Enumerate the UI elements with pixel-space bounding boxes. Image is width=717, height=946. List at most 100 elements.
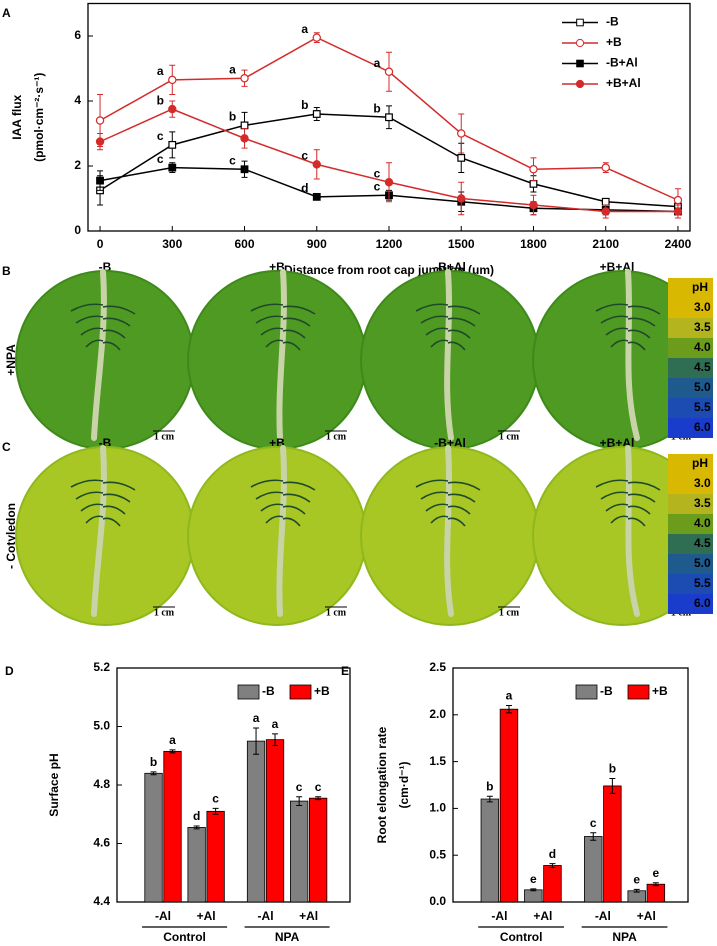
- error-bar: [652, 882, 659, 887]
- root: [444, 269, 454, 441]
- colorbar-title: pH: [692, 280, 708, 294]
- colorbar-label: 5.0: [694, 556, 711, 570]
- error-bar: [296, 796, 303, 806]
- error-bar: [549, 863, 556, 868]
- marker: [601, 197, 610, 206]
- legend-item: -B+Al: [562, 56, 638, 70]
- error-bar: [150, 771, 157, 776]
- y-tick-label: 0: [74, 223, 81, 237]
- significance-letter: c: [157, 152, 164, 166]
- colorbar-block: [668, 534, 713, 554]
- colorbar-label: 4.5: [694, 536, 711, 550]
- colorbar-label: 6.0: [694, 420, 711, 434]
- lateral-root: [255, 315, 311, 327]
- y-tick-label: 5.2: [93, 660, 110, 674]
- significance-letter: c: [374, 179, 381, 193]
- y-tick-label: 0.0: [429, 894, 446, 908]
- lateral-root: [260, 327, 306, 339]
- marker: [384, 67, 394, 76]
- legend-label: -B: [600, 684, 613, 698]
- marker: [529, 165, 538, 174]
- error-bar: [633, 888, 640, 893]
- x-tick-label: 900: [307, 237, 327, 251]
- y-tick-label: 2: [74, 158, 81, 172]
- lateral-root: [80, 327, 126, 339]
- colorbar-block: [668, 318, 713, 338]
- x-tick-label: -Al: [258, 909, 274, 923]
- legend-label: +B+Al: [606, 76, 641, 90]
- bar: [246, 740, 266, 903]
- colorbar-block: [668, 338, 713, 358]
- colorbar-label: 3.0: [694, 476, 711, 490]
- y-tick-label: 0.5: [429, 847, 446, 861]
- marker: [529, 179, 538, 188]
- y-tick-label: 1.5: [429, 754, 446, 768]
- significance-letter: c: [374, 166, 381, 180]
- significance-letter: b: [229, 110, 236, 124]
- error-bar: [253, 727, 260, 755]
- colorbar-block: [668, 594, 713, 614]
- colorbar-block: [668, 494, 713, 514]
- scale-bar-label: 1 cm: [326, 607, 347, 618]
- colorbar-label: 4.0: [694, 340, 711, 354]
- lateral-root: [265, 515, 301, 527]
- legend-swatch: [237, 684, 260, 700]
- significance-letter: b: [486, 779, 493, 793]
- lateral-root: [430, 515, 466, 527]
- y-tick-label: 4.8: [93, 777, 110, 791]
- significance-letter: d: [193, 809, 200, 823]
- lateral-root: [605, 503, 651, 515]
- colorbar-block: [668, 418, 713, 438]
- x-tick-label: 300: [162, 237, 182, 251]
- lateral-root: [595, 303, 661, 315]
- legend-label: +B: [314, 684, 330, 698]
- legend-swatch: [627, 684, 650, 700]
- marker: [240, 165, 249, 174]
- colorbar-label: 3.5: [694, 496, 711, 510]
- colorbar-block: [668, 554, 713, 574]
- x-tick-label: -Al: [595, 909, 611, 923]
- marker: [240, 74, 249, 83]
- error-bar: [486, 795, 493, 803]
- colorbar-block: [668, 514, 713, 534]
- x-tick-label: 600: [235, 237, 255, 251]
- colorbar-label: 6.0: [694, 596, 711, 610]
- x-tick-label: 1800: [520, 237, 547, 251]
- significance-letter: e: [530, 872, 537, 886]
- error-bar: [530, 888, 537, 892]
- colorbar-block: [668, 278, 713, 298]
- legend-label: -B: [262, 684, 275, 698]
- marker: [168, 163, 177, 172]
- lateral-root: [430, 339, 466, 351]
- colorbar-block: [668, 398, 713, 418]
- x-tick-label: +Al: [637, 909, 656, 923]
- x-tick-label: 2400: [665, 237, 692, 251]
- marker: [312, 192, 321, 201]
- significance-letter: c: [590, 816, 597, 830]
- marker: [95, 116, 105, 125]
- marker: [312, 33, 321, 42]
- x-tick-label: +Al: [299, 909, 318, 923]
- significance-letter: a: [157, 64, 164, 78]
- legend-marker: [576, 18, 584, 27]
- plot-frame: [452, 667, 689, 903]
- marker: [673, 195, 683, 205]
- legend-item: -B: [562, 15, 619, 29]
- root: [276, 445, 287, 617]
- bar: [499, 708, 519, 903]
- legend-item: +B: [562, 35, 622, 49]
- colorbar-label: 5.5: [694, 400, 711, 414]
- marker: [96, 176, 104, 185]
- y-tick-label: 1.0: [429, 801, 446, 815]
- lateral-root: [425, 503, 471, 515]
- bar: [543, 865, 562, 903]
- bar: [646, 883, 666, 903]
- significance-letter: b: [150, 755, 157, 769]
- panel-label: C: [2, 440, 11, 454]
- error-bar: [169, 749, 176, 754]
- significance-letter: a: [229, 62, 236, 76]
- significance-letter: c: [157, 129, 164, 143]
- lateral-root: [600, 491, 656, 503]
- legend-label: -B+Al: [606, 56, 638, 70]
